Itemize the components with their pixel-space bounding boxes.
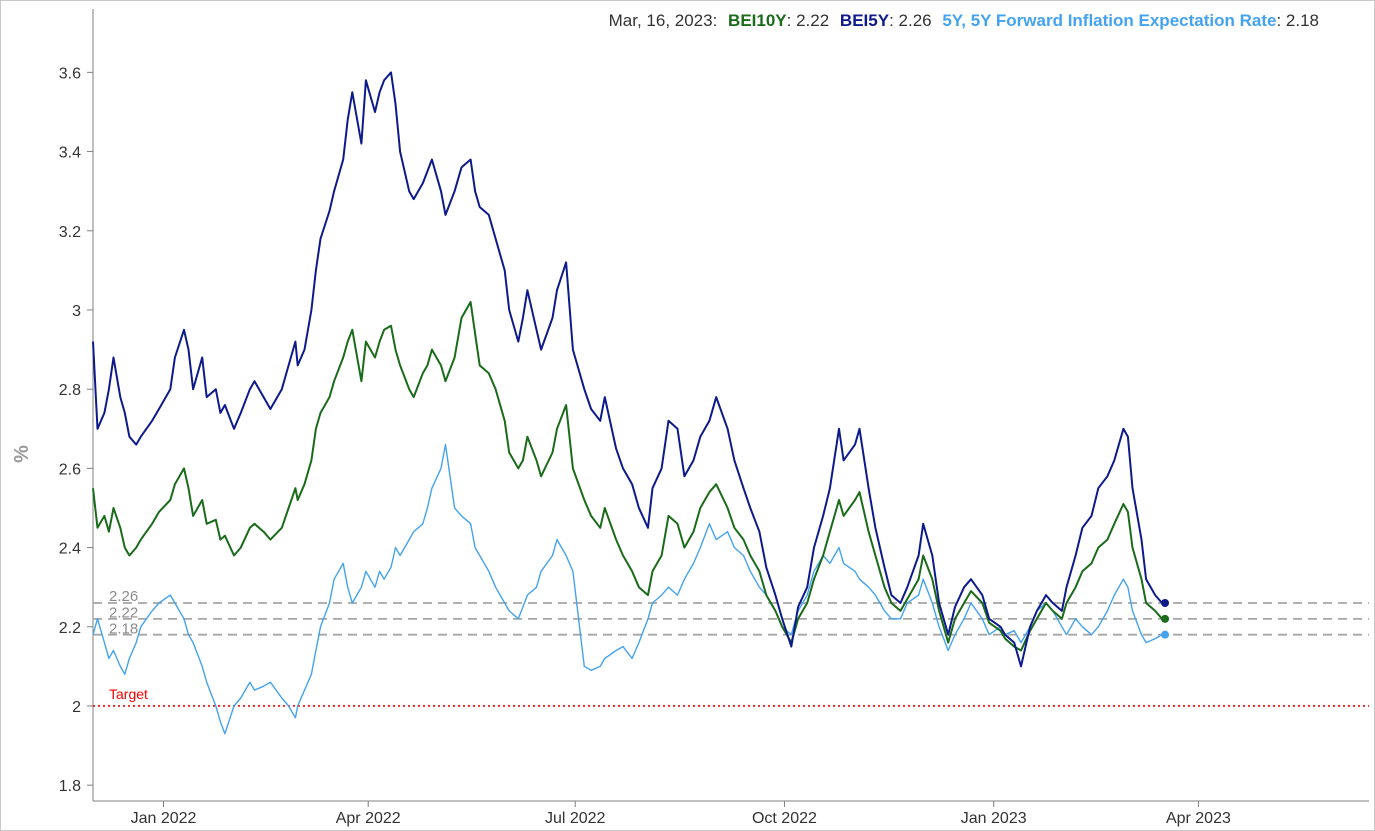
reference-label: 2.18	[109, 621, 138, 638]
legend-fwd-name: 5Y, 5Y Forward Inflation Expectation Rat…	[942, 11, 1276, 30]
y-tick-label: 3.2	[59, 224, 81, 241]
y-tick-label: 2	[72, 699, 81, 716]
legend-fwd-sep: :	[1276, 11, 1285, 30]
legend-bei10y-value: 2.22	[796, 11, 829, 30]
target-line-group: Target	[93, 686, 1369, 707]
series-line-bei10y	[92, 301, 1163, 652]
target-label: Target	[109, 686, 148, 702]
reference-label: 2.26	[109, 588, 138, 605]
y-tick-label: 2.6	[59, 461, 81, 478]
y-ticks: 1.8 2 2.2 2.4 2.6 2.8 3 3.2 3.4 3.6	[59, 65, 93, 795]
legend-bei10y-name: BEI10Y	[728, 11, 787, 30]
series-line-bei5y	[92, 71, 1163, 668]
y-tick-label: 2.4	[59, 541, 81, 558]
x-ticks: Jan 2022 Apr 2022 Jul 2022 Oct 2022 Jan 2023…	[131, 801, 1231, 827]
reference-label: 2.22	[109, 604, 138, 621]
legend: Mar, 16, 2023: BEI10Y: 2.22 BEI5Y: 2.26 …	[609, 11, 1319, 30]
reference-lines: 2.262.222.18	[93, 588, 1369, 638]
x-tick-label: Apr 2023	[1166, 810, 1231, 827]
x-tick-label: Jan 2023	[961, 810, 1027, 827]
y-tick-label: 1.8	[59, 778, 81, 795]
x-tick-label: Jan 2022	[131, 810, 197, 827]
x-tick-label: Jul 2022	[545, 810, 606, 827]
legend-date: Mar, 16, 2023:	[609, 11, 718, 30]
y-tick-label: 2.8	[59, 382, 81, 399]
series-lines	[92, 71, 1163, 735]
y-tick-label: 2.2	[59, 620, 81, 637]
y-axis-label: %	[11, 445, 33, 463]
x-tick-label: Apr 2022	[336, 810, 401, 827]
y-tick-label: 3.4	[59, 145, 81, 162]
legend-bei5y-name: BEI5Y	[840, 11, 890, 30]
legend-fwd-value: 2.18	[1286, 11, 1319, 30]
end-markers	[1161, 599, 1170, 639]
end-marker-bei5y	[1161, 599, 1170, 607]
end-marker-bei10y	[1161, 614, 1170, 623]
y-tick-label: 3.6	[59, 65, 81, 82]
legend-bei10y-sep: :	[787, 11, 796, 30]
x-tick-label: Oct 2022	[752, 810, 817, 827]
axes	[92, 9, 1369, 802]
series-line-fwd	[92, 443, 1163, 735]
end-marker-fwd	[1161, 630, 1170, 639]
legend-bei5y-value: 2.26	[899, 11, 932, 30]
legend-bei5y-sep: :	[889, 11, 898, 30]
y-tick-label: 3	[72, 303, 81, 320]
